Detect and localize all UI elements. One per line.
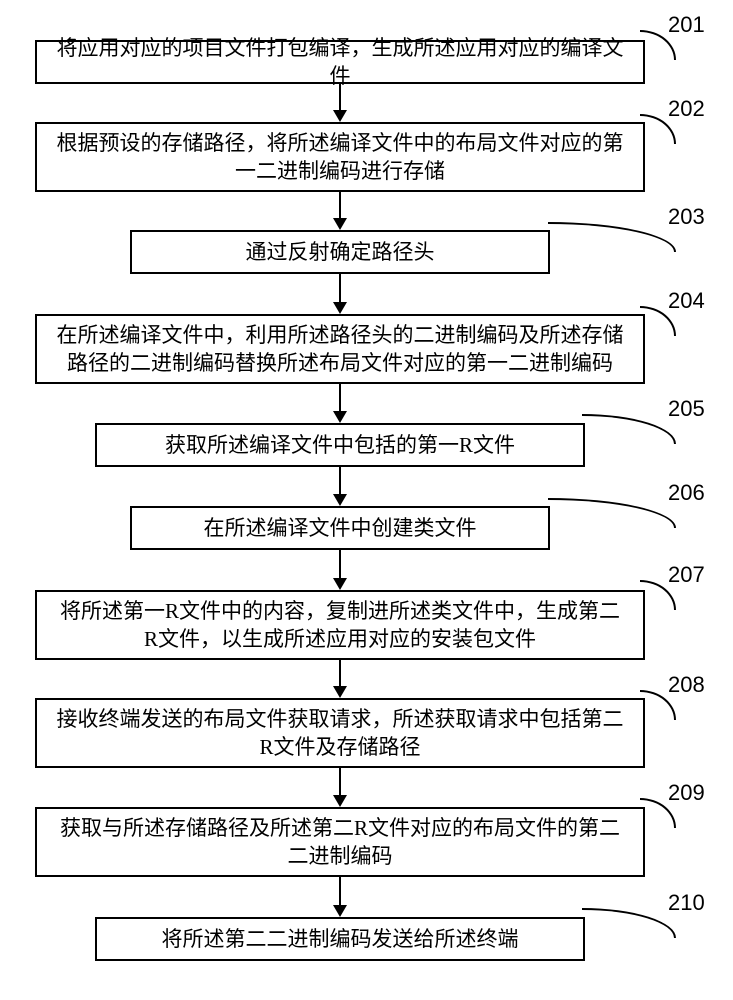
step-208-label: 208 [668, 672, 705, 698]
arrow-209-210-head [333, 905, 347, 917]
step-205-text: 获取所述编译文件中包括的第一R文件 [115, 431, 565, 459]
step-204-text: 在所述编译文件中，利用所述路径头的二进制编码及所述存储路径的二进制编码替换所述布… [55, 321, 625, 378]
step-210-callout [582, 908, 676, 938]
step-205: 获取所述编译文件中包括的第一R文件 [95, 423, 585, 467]
step-209-text: 获取与所述存储路径及所述第二R文件对应的布局文件的第二二进制编码 [55, 814, 625, 871]
arrow-208-209 [339, 768, 341, 795]
step-202-text: 根据预设的存储路径，将所述编译文件中的布局文件对应的第一二进制编码进行存储 [55, 129, 625, 186]
step-210-text: 将所述第二二进制编码发送给所述终端 [115, 925, 565, 953]
step-203-callout [548, 222, 676, 252]
arrow-202-203 [339, 192, 341, 218]
step-204: 在所述编译文件中，利用所述路径头的二进制编码及所述存储路径的二进制编码替换所述布… [35, 314, 645, 384]
step-209-label: 209 [668, 780, 705, 806]
arrow-206-207-head [333, 578, 347, 590]
arrow-208-209-head [333, 795, 347, 807]
step-204-label: 204 [668, 288, 705, 314]
arrow-205-206 [339, 467, 341, 494]
step-207: 将所述第一R文件中的内容，复制进所述类文件中，生成第二R文件，以生成所述应用对应… [35, 590, 645, 660]
step-208: 接收终端发送的布局文件获取请求，所述获取请求中包括第二R文件及存储路径 [35, 698, 645, 768]
step-201: 将应用对应的项目文件打包编译，生成所述应用对应的编译文件 [35, 40, 645, 84]
step-207-label: 207 [668, 562, 705, 588]
step-201-text: 将应用对应的项目文件打包编译，生成所述应用对应的编译文件 [55, 34, 625, 91]
arrow-201-202-head [333, 110, 347, 122]
step-206-text: 在所述编译文件中创建类文件 [150, 514, 530, 542]
step-203-label: 203 [668, 204, 705, 230]
arrow-207-208 [339, 660, 341, 686]
arrow-204-205-head [333, 411, 347, 423]
step-206-label: 206 [668, 480, 705, 506]
arrow-203-204 [339, 274, 341, 302]
arrow-205-206-head [333, 494, 347, 506]
arrow-201-202 [339, 84, 341, 110]
step-207-text: 将所述第一R文件中的内容，复制进所述类文件中，生成第二R文件，以生成所述应用对应… [55, 597, 625, 654]
step-210: 将所述第二二进制编码发送给所述终端 [95, 917, 585, 961]
arrow-206-207 [339, 550, 341, 578]
step-202: 根据预设的存储路径，将所述编译文件中的布局文件对应的第一二进制编码进行存储 [35, 122, 645, 192]
arrow-207-208-head [333, 686, 347, 698]
step-206: 在所述编译文件中创建类文件 [130, 506, 550, 550]
step-205-callout [582, 414, 676, 444]
step-203: 通过反射确定路径头 [130, 230, 550, 274]
arrow-203-204-head [333, 302, 347, 314]
step-202-label: 202 [668, 96, 705, 122]
step-209: 获取与所述存储路径及所述第二R文件对应的布局文件的第二二进制编码 [35, 807, 645, 877]
arrow-202-203-head [333, 218, 347, 230]
arrow-209-210 [339, 877, 341, 905]
step-206-callout [548, 498, 676, 528]
step-205-label: 205 [668, 396, 705, 422]
flowchart-canvas: { "meta": { "type": "flowchart", "direct… [0, 0, 733, 1000]
arrow-204-205 [339, 384, 341, 411]
step-210-label: 210 [668, 890, 705, 916]
step-203-text: 通过反射确定路径头 [150, 238, 530, 266]
step-201-label: 201 [668, 12, 705, 38]
step-208-text: 接收终端发送的布局文件获取请求，所述获取请求中包括第二R文件及存储路径 [55, 705, 625, 762]
